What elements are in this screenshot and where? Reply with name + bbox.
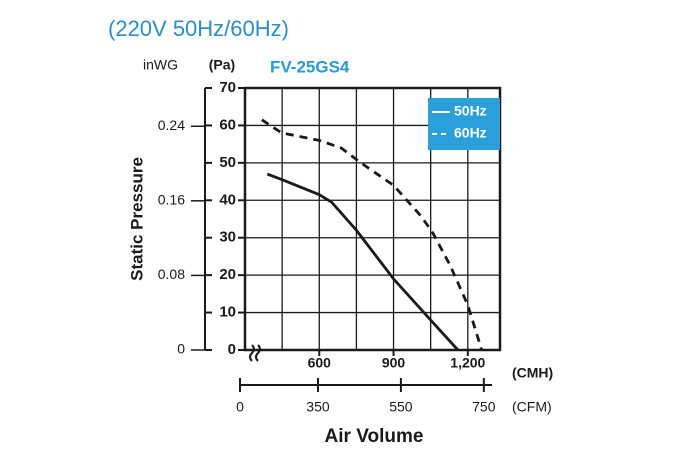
x-axis-title: Air Volume xyxy=(325,426,424,447)
axis-break xyxy=(255,344,261,362)
line-series xyxy=(261,118,484,351)
y-tick-label: 40 xyxy=(219,191,236,208)
x-tick-label: 1,200 xyxy=(450,355,485,371)
line-series xyxy=(266,172,459,351)
y2-tick-label: 0.24 xyxy=(158,117,185,133)
plot-frame xyxy=(243,86,502,352)
legend-box xyxy=(428,98,500,150)
y-tick-label: 20 xyxy=(219,266,236,283)
y-tick-label: 50 xyxy=(219,154,236,171)
legend-label: 60Hz xyxy=(454,125,487,141)
y-tick-label: 0 xyxy=(228,341,236,358)
y-unit: (Pa) xyxy=(209,57,235,73)
axis-break xyxy=(249,344,255,362)
x2-tick-label: 350 xyxy=(306,399,330,415)
y-tick-label: 10 xyxy=(219,304,236,321)
y-tick-label: 30 xyxy=(219,229,236,246)
header: (220V 50Hz/60Hz) xyxy=(108,16,289,41)
y-axis-title: Static Pressure xyxy=(127,157,146,281)
x-tick-label: 900 xyxy=(382,355,406,371)
x-unit: (CMH) xyxy=(512,365,553,381)
y-tick-label: 70 xyxy=(219,79,236,96)
y2-tick-label: 0 xyxy=(177,341,185,357)
y2-tick-label: 0.08 xyxy=(158,266,185,282)
x2-tick-label: 750 xyxy=(472,399,496,415)
y2-tick-label: 0.16 xyxy=(158,192,185,208)
x-tick-label: 600 xyxy=(308,355,332,371)
y-tick-label: 60 xyxy=(219,116,236,133)
x2-unit: (CFM) xyxy=(512,399,552,415)
y2-unit: inWG xyxy=(143,57,178,73)
legend-label: 50Hz xyxy=(454,103,487,119)
x2-tick-label: 550 xyxy=(389,399,413,415)
x2-origin-label: 0 xyxy=(236,399,244,415)
chart-title: FV-25GS4 xyxy=(270,57,350,76)
